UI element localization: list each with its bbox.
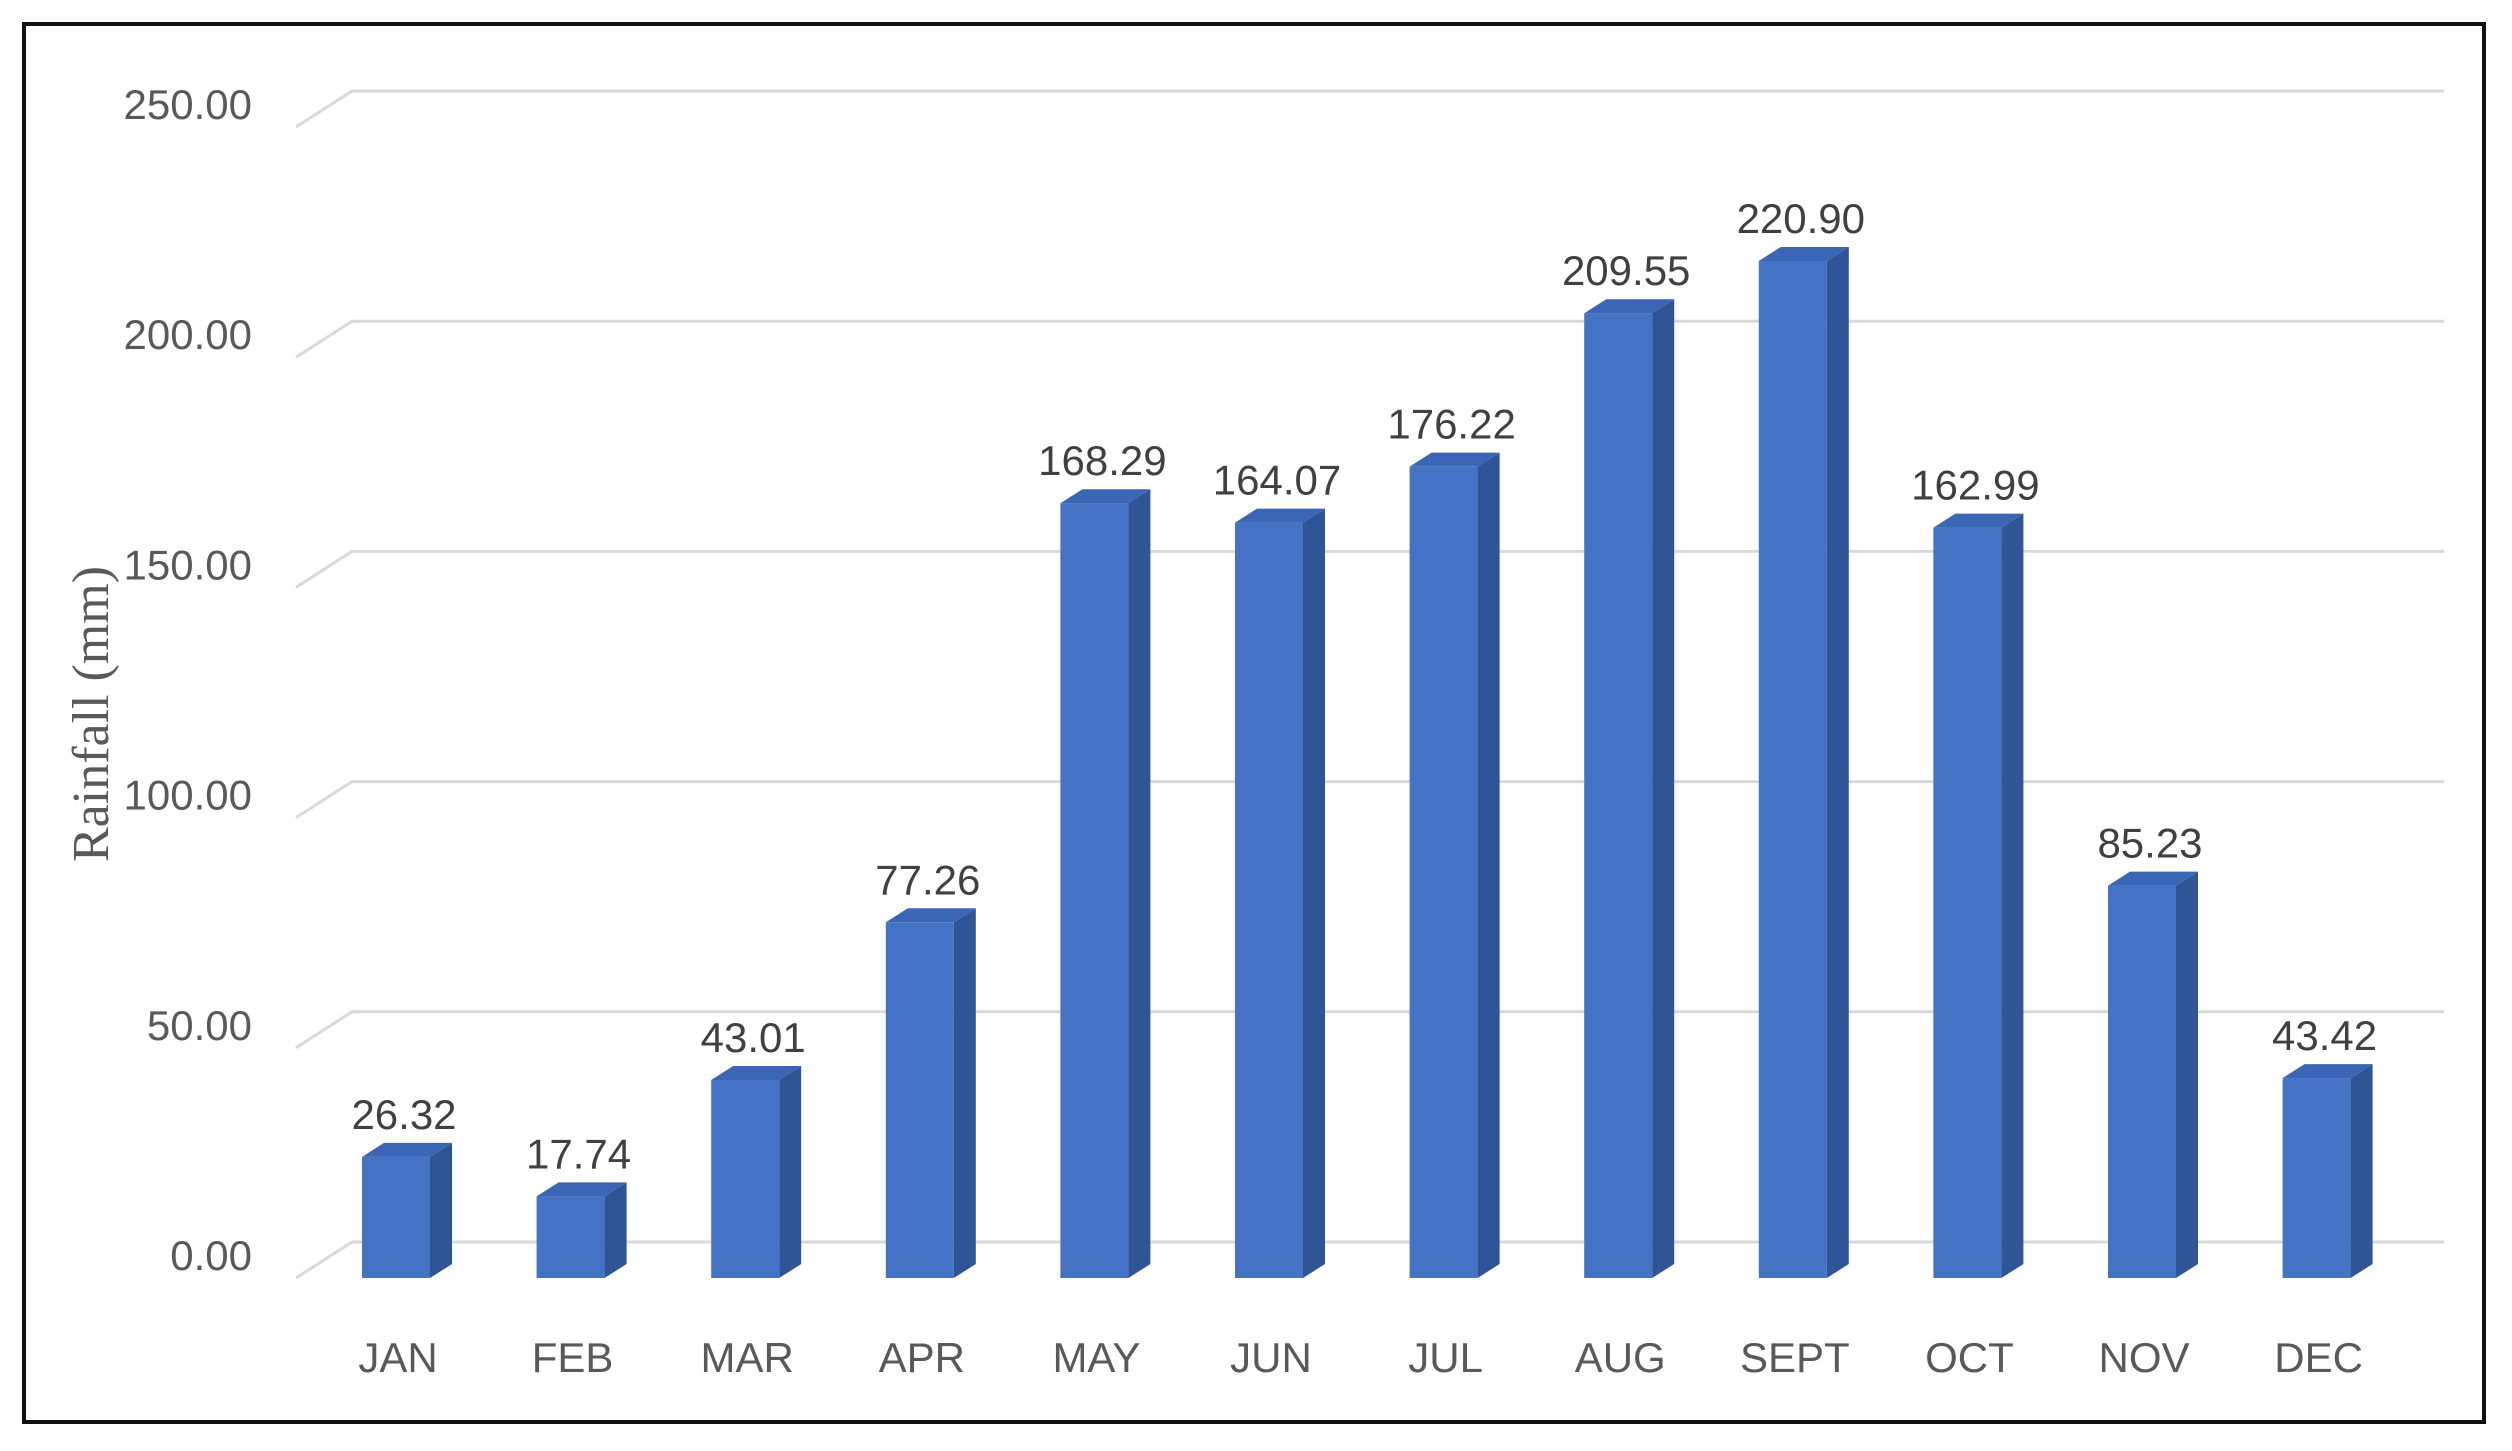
x-tick-label: JUN (1230, 1334, 1312, 1381)
bar-front (536, 1196, 605, 1278)
x-tick-label: MAY (1052, 1334, 1140, 1381)
data-label: 164.07 (1213, 457, 1341, 504)
bar-side (604, 1182, 627, 1278)
bar-front (1933, 527, 2002, 1278)
y-tick-label: 0.00 (170, 1232, 252, 1279)
bar-front (1235, 522, 1303, 1278)
bar-front (1758, 260, 1827, 1278)
bar-top (1933, 513, 2024, 528)
data-labels: 26.32 17.74 43.01 77.26 168.29 164.07 176.22 20… (351, 195, 2377, 1177)
bar-top (711, 1065, 802, 1080)
bar-side (2001, 513, 2024, 1278)
x-tick-label: MAR (701, 1334, 794, 1381)
data-label: 17.74 (526, 1130, 631, 1177)
bar-front (2108, 885, 2176, 1278)
bar-side (2176, 871, 2198, 1278)
bar-top (362, 1142, 452, 1157)
data-label: 77.26 (875, 856, 980, 903)
x-axis-ticks: JAN FEB MAR APR MAY JUN JUL AUG SEPT OCT NOV DEC (358, 1334, 2363, 1381)
bar-side (1826, 246, 1849, 1278)
y-tick-label: 200.00 (124, 311, 252, 358)
gridline (295, 89, 2444, 129)
bar-top (2282, 1064, 2373, 1079)
data-label: 26.32 (351, 1091, 456, 1138)
y-axis-label: Rainfall (mm) (63, 566, 120, 862)
bar-front (1584, 313, 1653, 1278)
x-tick-label: OCT (1925, 1334, 2014, 1381)
data-label: 85.23 (2097, 820, 2202, 867)
x-tick-label: JUL (1408, 1334, 1483, 1381)
bar-side (953, 908, 976, 1278)
bar-top (1060, 489, 1151, 504)
bar-front (711, 1079, 780, 1278)
bar-side (1477, 452, 1500, 1278)
bar-side (1128, 489, 1151, 1278)
x-tick-label: AUG (1575, 1334, 1666, 1381)
bars (362, 246, 2373, 1279)
bar-side (1303, 508, 1325, 1279)
gridlines (295, 89, 2444, 1280)
bar-top (885, 908, 976, 923)
bar-front (885, 922, 954, 1278)
data-label: 43.42 (2272, 1012, 2377, 1059)
y-tick-label: 150.00 (124, 541, 252, 588)
x-tick-label: DEC (2274, 1334, 2363, 1381)
bar-top (1758, 246, 1849, 261)
bar-top (1584, 299, 1675, 314)
data-label: 220.90 (1737, 195, 1865, 242)
x-tick-label: JAN (358, 1334, 437, 1381)
bar-front (362, 1156, 430, 1278)
bar-top (1235, 508, 1325, 523)
y-tick-label: 100.00 (124, 772, 252, 819)
data-label: 43.01 (701, 1014, 806, 1061)
bar-front (1060, 503, 1129, 1278)
bar-side (1652, 299, 1675, 1278)
bar-top (1409, 452, 1500, 467)
bar-side (430, 1142, 452, 1278)
data-label: 209.55 (1562, 247, 1690, 294)
bar-front (1409, 466, 1478, 1278)
data-label: 168.29 (1038, 437, 1166, 484)
y-tick-label: 50.00 (147, 1002, 252, 1049)
bar-side (779, 1065, 802, 1278)
bar-side (2350, 1064, 2373, 1278)
bar-top (536, 1182, 627, 1197)
gridline (295, 1240, 2444, 1280)
bar-front (2282, 1078, 2351, 1278)
data-label: 176.22 (1387, 401, 1515, 448)
data-label: 162.99 (1911, 462, 2039, 509)
y-axis-ticks: 0.00 50.00 100.00 150.00 200.00 250.00 (124, 81, 252, 1279)
gridline (295, 780, 2444, 819)
bar-top (2108, 871, 2198, 886)
x-tick-label: FEB (532, 1334, 614, 1381)
x-tick-label: SEPT (1740, 1334, 1850, 1381)
x-tick-label: NOV (2098, 1334, 2189, 1381)
x-tick-label: APR (879, 1334, 965, 1381)
gridline (295, 549, 2444, 589)
gridline (295, 1010, 2444, 1050)
y-tick-label: 250.00 (124, 81, 252, 128)
gridline (295, 319, 2444, 359)
